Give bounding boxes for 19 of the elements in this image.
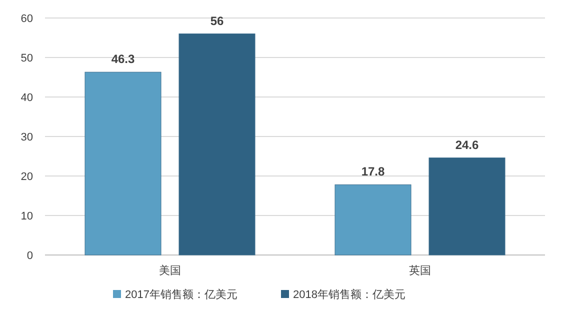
bar xyxy=(178,34,256,256)
legend-label: 2017年销售额：亿美元 xyxy=(125,288,238,301)
y-tick-label: 0 xyxy=(26,250,33,262)
y-tick-label: 60 xyxy=(20,13,33,25)
data-label: 46.3 xyxy=(111,52,135,66)
x-tick-label: 英国 xyxy=(409,264,431,277)
y-tick-label: 30 xyxy=(20,132,33,144)
data-label: 56 xyxy=(210,14,224,28)
data-label: 24.6 xyxy=(455,138,479,152)
y-tick-label: 40 xyxy=(20,92,33,104)
bar xyxy=(334,184,412,256)
bar xyxy=(428,158,506,256)
y-tick-label: 10 xyxy=(20,210,33,222)
y-tick-label: 20 xyxy=(20,171,33,183)
data-label: 17.8 xyxy=(361,164,385,179)
legend-label: 2018年销售额：亿美元 xyxy=(293,288,406,301)
x-tick-label: 美国 xyxy=(159,264,181,277)
bar xyxy=(84,72,162,256)
y-tick-label: 50 xyxy=(20,52,33,64)
